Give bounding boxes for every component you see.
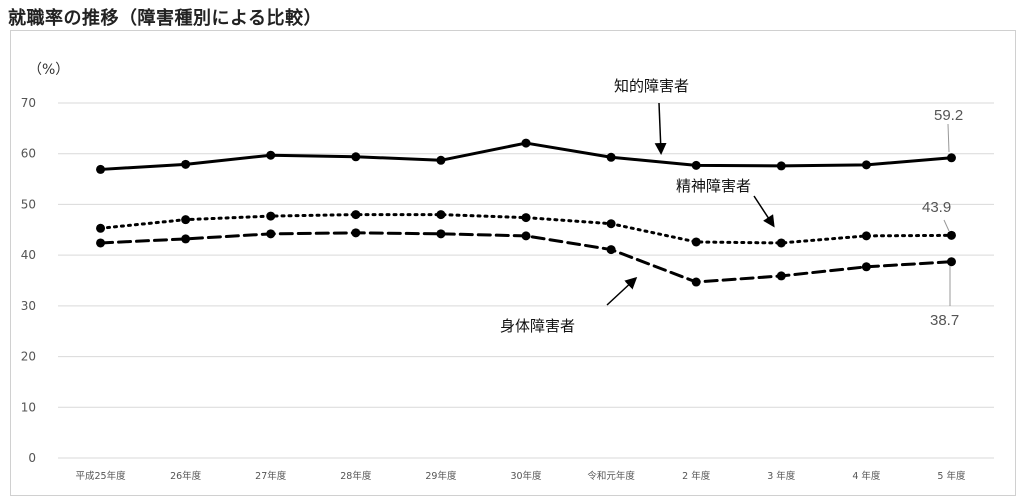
x-tick-label: 令和元年度 <box>587 470 635 482</box>
y-tick-label: 20 <box>21 350 36 364</box>
x-tick-label: 27年度 <box>255 470 287 482</box>
data-point <box>351 152 361 162</box>
y-tick-label: 70 <box>21 96 36 110</box>
data-point <box>691 277 701 287</box>
data-label-59-2: 59.2 <box>934 107 963 124</box>
data-point <box>861 160 871 170</box>
data-point <box>606 245 616 255</box>
chart-frame <box>10 30 1016 496</box>
x-tick-label: 2 年度 <box>682 470 711 482</box>
data-point <box>436 210 446 220</box>
y-tick-label: 40 <box>21 248 36 262</box>
arrow-mental <box>753 195 775 228</box>
data-point <box>436 229 446 239</box>
data-point <box>776 238 786 248</box>
data-point <box>521 231 531 241</box>
data-point <box>606 219 616 229</box>
data-point <box>946 230 956 240</box>
x-tick-label: 30年度 <box>510 470 542 482</box>
x-tick-label: 4 年度 <box>852 470 881 482</box>
data-point <box>351 228 361 238</box>
data-label-38-7: 38.7 <box>930 312 959 329</box>
data-point <box>776 161 786 171</box>
y-tick-labels: 0 10 20 30 40 50 60 70 <box>21 96 36 465</box>
y-unit-label: （%） <box>28 62 69 78</box>
data-point <box>266 229 276 239</box>
series-label-physical: 身体障害者 <box>500 317 575 335</box>
y-tick-label: 30 <box>21 299 36 313</box>
data-point <box>96 223 106 233</box>
data-point <box>776 271 786 281</box>
page-title: 就職率の推移（障害種別による比較） <box>8 8 322 29</box>
data-point <box>521 138 531 148</box>
series-lines <box>99 141 953 284</box>
x-tick-label: 3 年度 <box>767 470 796 482</box>
data-point <box>861 262 871 272</box>
series-label-mental: 精神障害者 <box>676 177 751 195</box>
data-point <box>861 231 871 241</box>
data-point <box>96 238 106 248</box>
data-point <box>96 164 106 174</box>
data-point <box>946 153 956 163</box>
x-tick-label: 28年度 <box>340 470 372 482</box>
data-point <box>606 152 616 162</box>
x-tick-labels: 平成25年度 26年度 27年度 28年度 29年度 30年度 令和元年度 2 年度 3 年度 4… <box>75 470 965 482</box>
leader-59-2 <box>947 123 950 153</box>
data-point <box>266 150 276 160</box>
data-point <box>521 213 531 223</box>
y-tick-label: 50 <box>21 197 36 211</box>
arrow-physical <box>606 276 638 306</box>
data-point <box>946 257 956 267</box>
leader-43-9 <box>943 219 950 232</box>
y-tick-label: 60 <box>21 147 36 161</box>
data-label-43-9: 43.9 <box>922 199 951 216</box>
x-tick-label: 平成25年度 <box>75 470 126 482</box>
data-point <box>181 215 191 225</box>
y-tick-label: 0 <box>28 451 36 465</box>
x-tick-label: 29年度 <box>425 470 457 482</box>
data-point <box>436 155 446 165</box>
x-tick-label: 26年度 <box>170 470 202 482</box>
arrow-intellectual <box>654 102 667 155</box>
data-point <box>181 159 191 169</box>
data-point <box>691 237 701 247</box>
series-points <box>96 138 956 287</box>
data-point <box>691 160 701 170</box>
gridlines <box>58 102 994 459</box>
data-point <box>351 210 361 220</box>
series-label-intellectual: 知的障害者 <box>614 77 689 95</box>
data-point <box>266 211 276 221</box>
data-point <box>181 234 191 244</box>
x-tick-label: 5 年度 <box>937 470 966 482</box>
y-tick-label: 10 <box>21 400 36 414</box>
